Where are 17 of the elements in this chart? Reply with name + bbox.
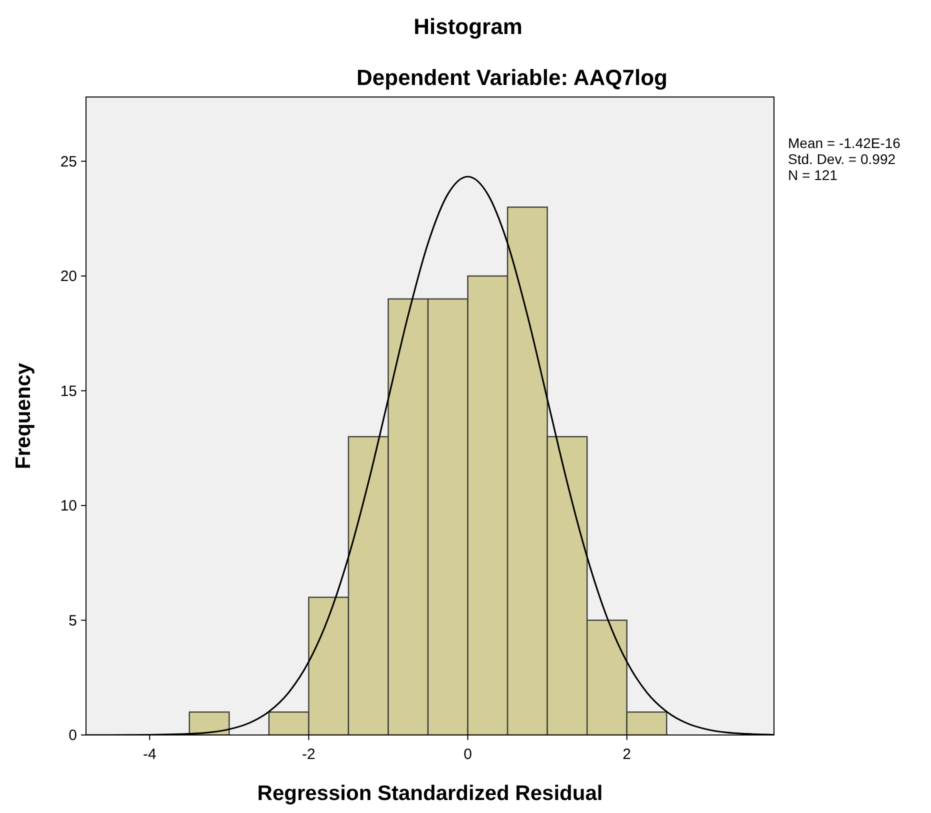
chart-title: Histogram [414, 14, 522, 39]
y-tick-label: 0 [68, 727, 77, 744]
text: Std. Dev. = 0.992 [788, 151, 896, 167]
y-tick-label: 10 [60, 498, 77, 515]
y-tick-label: 25 [60, 153, 77, 170]
text: Mean = -1.42E-16 [788, 135, 901, 151]
y-tick-label: 15 [60, 382, 77, 400]
y-tick-label: 20 [60, 268, 77, 286]
y-axis-title: Frequency [12, 362, 35, 470]
x-tick-label: 0 [464, 746, 472, 763]
x-tick-label: -4 [142, 746, 156, 763]
x-axis-title: Regression Standardized Residual [257, 782, 603, 805]
y-tick-label: 5 [68, 612, 77, 630]
chart-subtitle: Dependent Variable: AAQ7log [356, 65, 668, 90]
text: N = 121 [788, 167, 838, 183]
x-tick-label: 2 [622, 746, 632, 763]
x-tick-label: -2 [302, 746, 316, 763]
